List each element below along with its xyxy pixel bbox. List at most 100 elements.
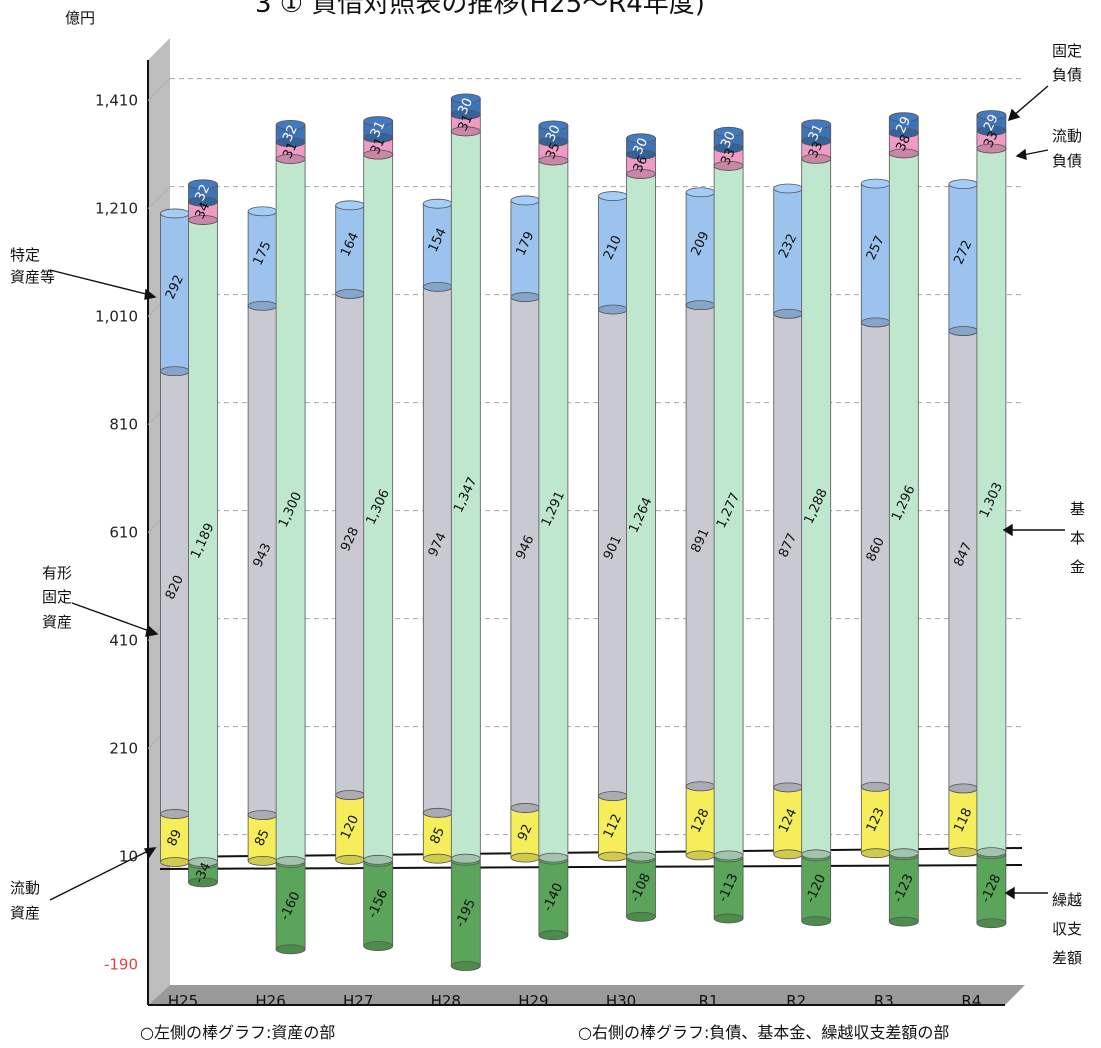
svg-text:固定: 固定 [1052,42,1082,60]
fixed-liabilities-segment [275,119,306,148]
x-category-label: H28 [431,992,461,1010]
specified-assets-segment [773,183,804,319]
specified-assets-segment [335,200,366,299]
fixed-liabilities-segment [363,116,394,143]
carried-balance-segment [275,858,306,955]
y-tick-label: 610 [109,524,138,542]
fixed-liabilities-label: 30 [631,136,652,157]
fixed-liabilities-label: 29 [894,114,915,135]
annotation-tokutei: 特定 資産等 [10,246,55,286]
y-tick-label: 10 [119,848,138,866]
fixed-liabilities-label: 29 [981,112,1002,133]
x-category-label: R2 [786,992,806,1010]
current-liabilities-label: 36 [631,154,652,175]
note-left-bars: ○左側の棒グラフ:資産の部 [140,1023,335,1042]
current-assets-label: 85 [428,825,449,846]
current-liabilities-label: 35 [543,140,564,161]
current-liabilities-label: 31 [280,140,301,161]
current-liabilities-label: 38 [894,132,915,153]
annotation-kurikoshi: 繰越 収支 差額 [1052,891,1082,967]
current-liabilities-label: 31 [456,112,477,133]
annotation-yukei: 有形 固定 資産 [42,564,72,631]
current-assets-label: 85 [252,827,273,848]
svg-text:特定: 特定 [10,246,40,264]
annotation-kotei-fusai: 固定 負債 [1052,42,1082,84]
svg-text:流動: 流動 [1052,127,1082,145]
unit-label: 億円 [65,9,95,27]
annotation-ryudo-shisan: 流動 資産 [10,879,40,922]
fixed-liabilities-segment [888,112,919,138]
x-category-label: H26 [255,992,285,1010]
x-category-label: H30 [606,992,636,1010]
x-category-label: H29 [518,992,548,1010]
current-assets-label: 89 [165,827,186,848]
fixed-liabilities-segment [538,120,569,147]
fixed-liabilities-label: 30 [456,96,477,117]
svg-text:固定: 固定 [42,588,72,606]
svg-text:差額: 差額 [1052,949,1082,967]
y-tick-label: 410 [109,632,138,650]
specified-assets-segment [948,179,979,336]
svg-text:有形: 有形 [42,564,72,582]
x-category-label: R4 [961,992,981,1010]
current-liabilities-label: 33 [718,146,739,167]
fixed-liabilities-segment [188,179,218,207]
y-tick-label: 810 [109,416,138,434]
fixed-liabilities-label: 30 [718,129,739,150]
y-tick-label: 1,010 [95,308,138,326]
fixed-liabilities-segment [801,119,832,146]
tangible-fixed-assets-segment [860,317,891,792]
fixed-liabilities-segment [713,126,744,153]
x-category-label: R3 [874,992,894,1010]
fixed-liabilities-label: 32 [193,182,214,203]
fixed-liabilities-label: 30 [543,123,564,144]
y-tick-label: -190 [104,956,138,974]
y-tick-label: 1,410 [95,92,138,110]
y-tick-label: 210 [109,740,138,758]
fixed-liabilities-label: 32 [280,123,301,144]
carried-balance-segment [976,849,1007,929]
svg-text:資産: 資産 [42,613,72,631]
x-category-label: R1 [699,992,719,1010]
fixed-liabilities-label: 31 [368,119,389,140]
tangible-fixed-assets-segment [773,308,804,793]
basic-fund-segment [363,149,394,865]
current-assets-segment [335,790,366,865]
annotation-arrows [49,85,1065,901]
y-tick-label: 1,210 [95,200,138,218]
chart-bars [160,93,1007,971]
svg-text:流動: 流動 [10,879,40,897]
svg-text:繰越: 繰越 [1052,891,1082,909]
fixed-liabilities-label: 31 [806,122,827,143]
x-category-label: H27 [343,992,373,1010]
svg-text:金: 金 [1070,558,1085,576]
svg-text:資産: 資産 [10,904,40,922]
fixed-liabilities-segment [626,133,656,160]
chart-title: 3 ① 貸借対照表の推移(H25～R4年度) [255,0,705,19]
annotation-kihonkin: 基 本 金 [1070,500,1085,576]
current-liabilities-label: 31 [368,136,389,157]
basic-fund-segment [188,215,218,867]
fixed-liabilities-segment [976,110,1007,136]
svg-text:負債: 負債 [1052,152,1082,170]
specified-assets-segment [685,187,716,311]
carried-balance-segment [626,853,656,922]
note-right-bars: ○右側の棒グラフ:負債、基本金、繰越収支差額の部 [578,1023,949,1042]
svg-text:負債: 負債 [1052,66,1082,84]
current-assets-label: 92 [515,822,536,843]
current-liabilities-label: 33 [806,139,827,160]
svg-text:本: 本 [1070,529,1085,547]
x-category-label: H25 [168,992,198,1010]
basic-fund-segment [976,143,1007,857]
current-liabilities-label: 34 [193,200,214,221]
current-liabilities-label: 33 [981,129,1002,150]
svg-text:収支: 収支 [1052,920,1082,938]
fixed-liabilities-segment [450,93,481,120]
svg-text:資産等: 資産等 [10,268,55,286]
svg-text:基: 基 [1070,500,1085,518]
basic-fund-segment [888,148,919,859]
annotation-ryudo-fusai: 流動 負債 [1052,127,1082,170]
basic-fund-segment [801,153,832,860]
basic-fund-segment [713,160,744,861]
